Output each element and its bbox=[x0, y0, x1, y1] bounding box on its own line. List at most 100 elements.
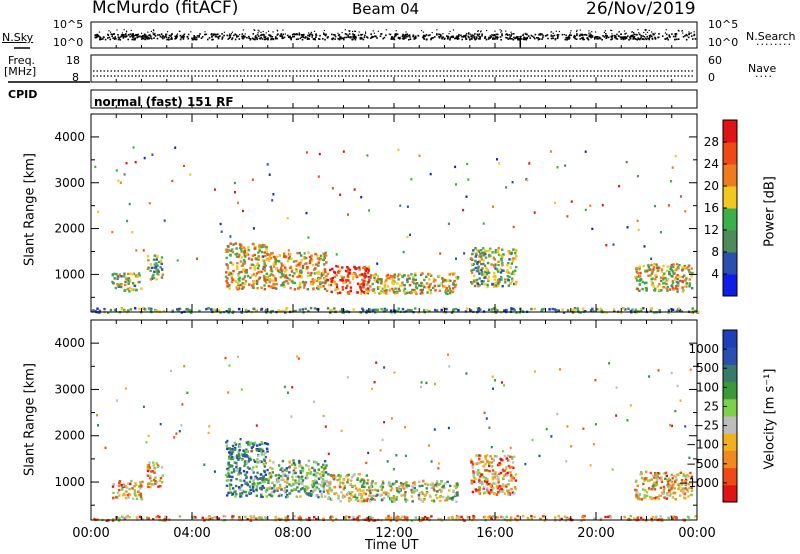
velocity-cell bbox=[308, 468, 311, 471]
nsky-point bbox=[311, 34, 314, 36]
nsky-point bbox=[345, 33, 348, 36]
velocity-cell bbox=[447, 516, 450, 520]
nsky-point bbox=[598, 36, 601, 39]
velocity-cell bbox=[492, 482, 495, 485]
power-cell bbox=[392, 289, 395, 292]
nsky-point bbox=[133, 35, 135, 37]
power-cell bbox=[635, 267, 638, 270]
nsky-point bbox=[552, 35, 554, 37]
velocity-cell bbox=[158, 479, 162, 482]
power-cell bbox=[477, 250, 481, 253]
power-cell bbox=[116, 277, 119, 281]
power-cell bbox=[253, 268, 256, 271]
velocity-cell bbox=[470, 482, 474, 485]
nsky-point bbox=[414, 36, 416, 39]
power-cell bbox=[265, 275, 268, 279]
nsky-point bbox=[271, 36, 274, 38]
power-cell bbox=[671, 275, 674, 278]
velocity-cell bbox=[368, 486, 371, 489]
velocity-cell bbox=[689, 368, 692, 371]
nsky-point bbox=[117, 34, 119, 36]
velocity-cell bbox=[293, 463, 297, 466]
velocity-cell bbox=[395, 498, 398, 501]
power-cell bbox=[306, 274, 310, 278]
velocity-cell bbox=[256, 458, 259, 461]
nsearch-point bbox=[373, 32, 375, 34]
nsky-point bbox=[304, 37, 306, 39]
velocity-cell bbox=[251, 468, 254, 471]
nsky-point bbox=[201, 36, 204, 38]
velocity-cell bbox=[663, 496, 666, 499]
nsky-point bbox=[533, 36, 535, 39]
velocity-cell bbox=[645, 470, 648, 474]
power-cell bbox=[263, 284, 266, 287]
velocity-cell bbox=[129, 482, 132, 486]
power-cell bbox=[471, 282, 474, 285]
power-cell bbox=[389, 288, 392, 291]
power-cell bbox=[261, 258, 265, 262]
power-cell bbox=[584, 150, 587, 153]
power-cell bbox=[651, 277, 654, 280]
velocity-cell bbox=[430, 515, 433, 518]
nsky-point bbox=[257, 35, 260, 37]
nsky-point bbox=[651, 38, 654, 40]
power-cell bbox=[411, 280, 414, 284]
nsky-point bbox=[510, 35, 512, 37]
power-cell bbox=[634, 308, 637, 311]
velocity-cell bbox=[226, 467, 229, 471]
power-cell bbox=[320, 274, 323, 277]
nsearch-point bbox=[402, 33, 404, 35]
velocity-cell bbox=[351, 484, 354, 488]
power-cell bbox=[347, 279, 350, 282]
power-cell bbox=[252, 273, 256, 276]
nsky-point bbox=[625, 36, 628, 38]
velocity-cell bbox=[489, 455, 492, 458]
velocity-cell bbox=[389, 483, 393, 486]
power-cell bbox=[335, 274, 338, 277]
power-cell bbox=[553, 201, 556, 204]
power-cell bbox=[674, 269, 677, 272]
velocity-cell bbox=[492, 458, 495, 461]
velocity-cell bbox=[507, 464, 511, 468]
power-cell bbox=[359, 292, 363, 295]
velocity-cell bbox=[139, 487, 142, 490]
velocity-cell bbox=[319, 490, 322, 493]
power-cell bbox=[238, 276, 241, 280]
nsky-point bbox=[624, 38, 627, 40]
nsky-point bbox=[348, 33, 351, 35]
velocity-cell bbox=[111, 518, 115, 521]
nsky-point bbox=[620, 33, 622, 36]
velocity-cell bbox=[543, 519, 546, 522]
velocity-cell bbox=[141, 518, 145, 521]
velocity-cell bbox=[233, 461, 237, 464]
power-colorbar-swatch bbox=[723, 142, 737, 165]
velocity-cell bbox=[485, 454, 489, 457]
power-cell bbox=[316, 308, 319, 311]
power-cell bbox=[329, 277, 333, 281]
power-cell bbox=[508, 275, 511, 279]
nsky-point bbox=[102, 38, 104, 40]
power-cell bbox=[386, 277, 389, 280]
velocity-cell bbox=[229, 475, 232, 478]
power-cell bbox=[509, 282, 513, 285]
nsky-point bbox=[162, 37, 164, 40]
power-cell bbox=[255, 282, 259, 286]
nsky-point bbox=[582, 37, 584, 39]
power-cell bbox=[640, 310, 643, 313]
power-heatmap bbox=[91, 146, 700, 314]
power-cell bbox=[285, 274, 288, 277]
power-cell bbox=[383, 286, 387, 289]
velocity-cell bbox=[305, 492, 309, 495]
power-cell bbox=[666, 289, 669, 292]
velocity-cell bbox=[677, 488, 681, 491]
nsky-point bbox=[518, 39, 521, 41]
nsky-point bbox=[489, 36, 491, 39]
power-cell bbox=[652, 263, 656, 266]
power-cell bbox=[373, 276, 376, 279]
power-cell bbox=[303, 283, 306, 287]
power-cell bbox=[373, 291, 376, 294]
nsky-point bbox=[168, 34, 171, 37]
power-cell bbox=[244, 255, 247, 258]
velocity-cell bbox=[229, 457, 233, 461]
power-cell bbox=[499, 257, 503, 261]
